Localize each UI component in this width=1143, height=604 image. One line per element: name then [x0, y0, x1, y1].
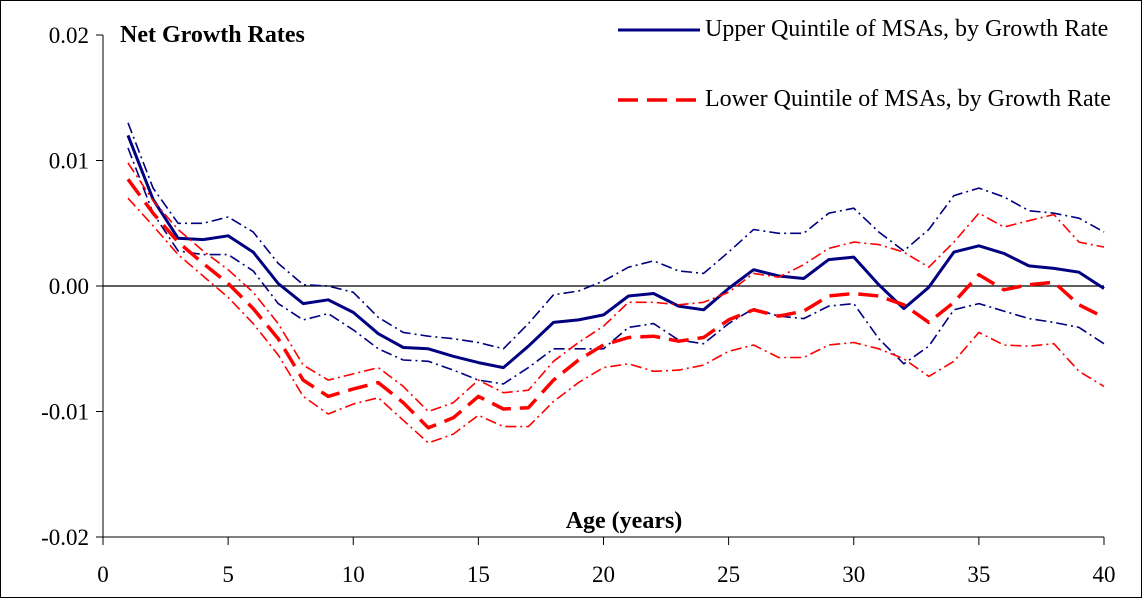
legend-label: Lower Quintile of MSAs, by Growth Rate	[705, 86, 1111, 112]
y-tick-label: 0.02	[49, 23, 89, 48]
x-tick-label: 15	[467, 562, 490, 587]
chart-title: Net Growth Rates	[120, 22, 305, 48]
x-tick-label: 5	[222, 562, 234, 587]
ci-band-lower	[127, 197, 1105, 444]
x-tick-label: 25	[717, 562, 740, 587]
ci-band-lower	[127, 147, 1105, 385]
y-tick-label: 0.00	[49, 274, 89, 299]
x-tick-label: 40	[1093, 562, 1116, 587]
x-tick-label: 30	[842, 562, 865, 587]
x-tick-label: 10	[342, 562, 365, 587]
x-axis-label: Age (years)	[566, 508, 683, 534]
y-tick-label: -0.01	[41, 400, 89, 425]
x-tick-label: 0	[97, 562, 109, 587]
y-tick-label: -0.02	[41, 525, 89, 550]
series-line	[126, 178, 1105, 430]
ci-band-upper	[127, 122, 1105, 350]
y-tick-label: 0.01	[49, 149, 89, 174]
x-tick-label: 35	[967, 562, 990, 587]
legend-label: Upper Quintile of MSAs, by Growth Rate	[705, 16, 1109, 42]
x-tick-label: 20	[592, 562, 615, 587]
series-line	[126, 134, 1105, 370]
